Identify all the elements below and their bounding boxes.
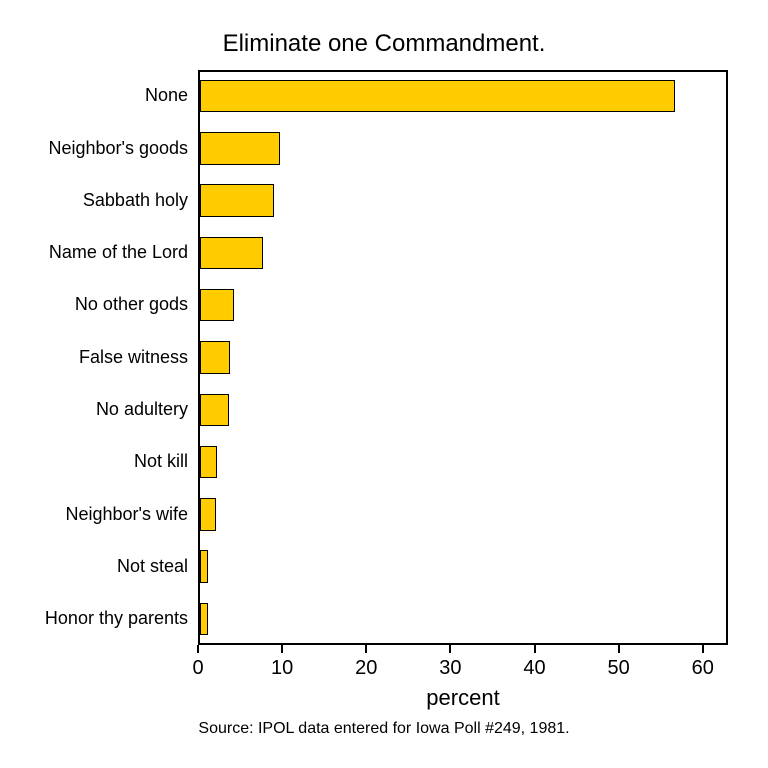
bar xyxy=(200,394,229,426)
x-tick-label: 40 xyxy=(523,657,545,680)
bar xyxy=(200,80,675,112)
x-tick-label: 30 xyxy=(439,657,461,680)
x-tick-label: 20 xyxy=(355,657,377,680)
chart-title: Eliminate one Commandment. xyxy=(0,30,768,58)
y-tick-label: None xyxy=(0,85,188,106)
y-tick-label: Not kill xyxy=(0,451,188,472)
bar xyxy=(200,184,274,216)
bar xyxy=(200,289,234,321)
x-axis-label: percent xyxy=(198,685,728,711)
x-tick-mark xyxy=(365,645,367,653)
x-tick-mark xyxy=(702,645,704,653)
bar xyxy=(200,341,230,373)
y-tick-label: Neighbor's wife xyxy=(0,504,188,525)
y-tick-label: Neighbor's goods xyxy=(0,138,188,159)
bar xyxy=(200,498,216,530)
y-tick-label: Sabbath holy xyxy=(0,190,188,211)
x-tick-label: 10 xyxy=(271,657,293,680)
x-tick-label: 50 xyxy=(608,657,630,680)
x-tick-mark xyxy=(618,645,620,653)
bar xyxy=(200,603,208,635)
y-tick-label: Not steal xyxy=(0,556,188,577)
bar xyxy=(200,550,208,582)
x-tick-mark xyxy=(534,645,536,653)
bar xyxy=(200,446,217,478)
source-caption: Source: IPOL data entered for Iowa Poll … xyxy=(0,720,768,738)
x-tick-mark xyxy=(449,645,451,653)
y-tick-label: Name of the Lord xyxy=(0,242,188,263)
y-tick-label: No other gods xyxy=(0,294,188,315)
bar xyxy=(200,132,280,164)
x-tick-mark xyxy=(281,645,283,653)
bar xyxy=(200,237,263,269)
y-tick-label: No adultery xyxy=(0,399,188,420)
y-tick-label: Honor thy parents xyxy=(0,608,188,629)
x-tick-mark xyxy=(197,645,199,653)
y-tick-label: False witness xyxy=(0,347,188,368)
x-tick-label: 60 xyxy=(692,657,714,680)
x-tick-label: 0 xyxy=(192,657,203,680)
